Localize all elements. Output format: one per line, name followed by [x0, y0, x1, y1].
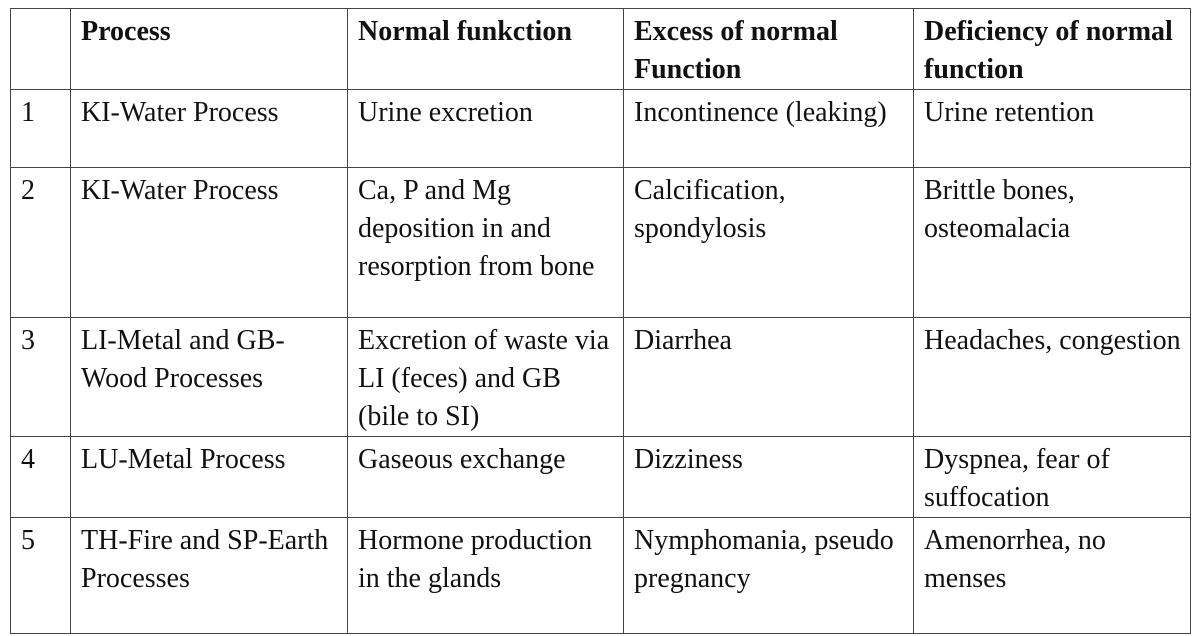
table-cell: Headaches, congestion — [913, 317, 1191, 437]
data-table: Process Normal funkction Excess of normal … — [10, 8, 1191, 634]
table-row: 5 TH-Fire and SP-Earth Processes Hormone p… — [10, 517, 1191, 634]
table-cell: Nymphomania, pseudo pregnancy — [623, 517, 914, 634]
table-cell: Amenorrhea, no menses — [913, 517, 1191, 634]
header-cell: Normal funkction — [347, 8, 624, 90]
row-number: 2 — [10, 167, 71, 318]
table-row: 2 KI-Water Process Ca, P and Mg deposition… — [10, 167, 1191, 318]
table-cell: Hormone production in the glands — [347, 517, 624, 634]
table-cell: Dizziness — [623, 436, 914, 518]
table-row: 3 LI-Metal and GB-Wood Processes Excretion… — [10, 317, 1191, 437]
header-cell: Excess of normal Function — [623, 8, 914, 90]
table-cell: Incontinence (leaking) — [623, 89, 914, 168]
header-row: Process Normal funkction Excess of normal … — [10, 8, 1191, 90]
table-cell: LU-Metal Process — [70, 436, 348, 518]
table-cell: Urine retention — [913, 89, 1191, 168]
table-cell: Excretion of waste via LI (feces) and GB… — [347, 317, 624, 437]
table-row: 1 KI-Water Process Urine excretion Incontin… — [10, 89, 1191, 168]
table-cell: Ca, P and Mg deposition in and resorptio… — [347, 167, 624, 318]
table-cell: Brittle bones, osteomalacia — [913, 167, 1191, 318]
header-cell: Deficiency of normal function — [913, 8, 1191, 90]
table-body: 1 KI-Water Process Urine excretion Incontin… — [10, 89, 1191, 634]
row-number: 1 — [10, 89, 71, 168]
table-cell: Gaseous exchange — [347, 436, 624, 518]
table-cell: Diarrhea — [623, 317, 914, 437]
table-cell: Urine excretion — [347, 89, 624, 168]
table-cell: Dyspnea, fear of suffocation — [913, 436, 1191, 518]
row-number: 5 — [10, 517, 71, 634]
table-cell: LI-Metal and GB-Wood Processes — [70, 317, 348, 437]
table-cell: Calcification, spondylosis — [623, 167, 914, 318]
table-row: 4 LU-Metal Process Gaseous exchange Dizzine… — [10, 436, 1191, 518]
header-cell — [10, 8, 71, 90]
table-cell: TH-Fire and SP-Earth Processes — [70, 517, 348, 634]
header-cell: Process — [70, 8, 348, 90]
table-cell: KI-Water Process — [70, 89, 348, 168]
row-number: 4 — [10, 436, 71, 518]
row-number: 3 — [10, 317, 71, 437]
table-cell: KI-Water Process — [70, 167, 348, 318]
